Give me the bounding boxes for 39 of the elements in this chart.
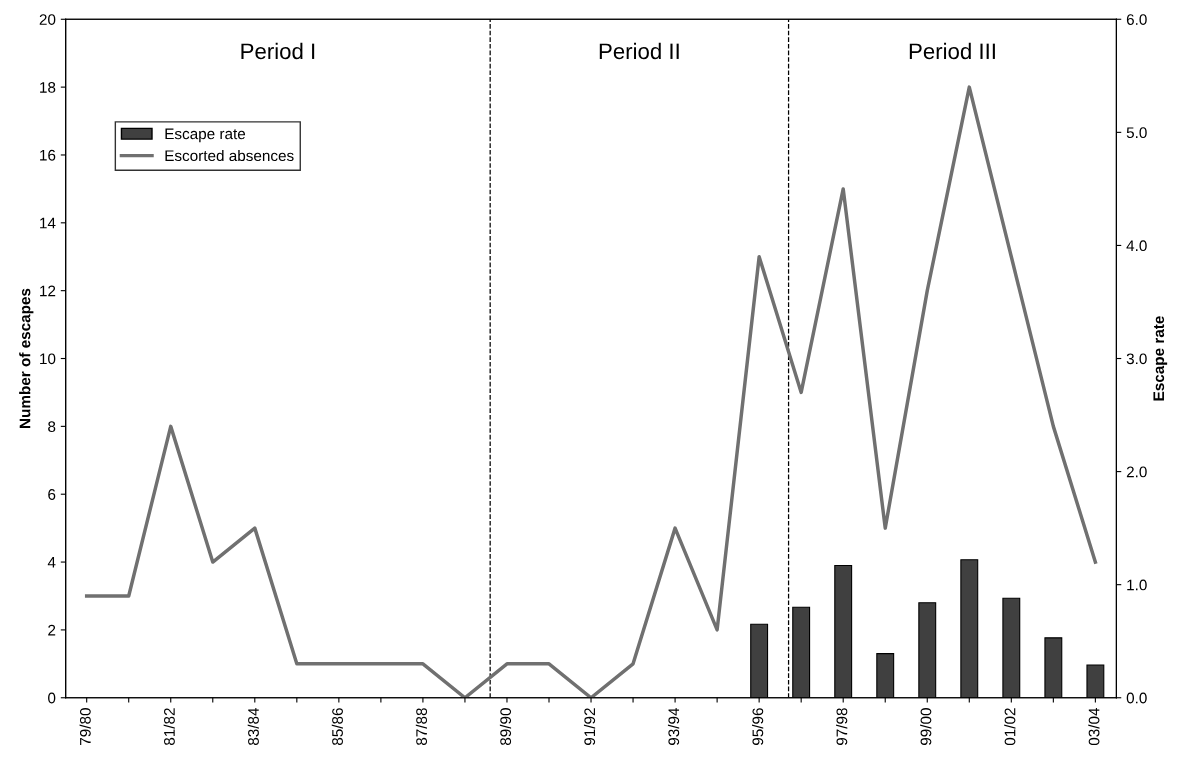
y2-tick-label: 1.0 [1127, 579, 1147, 591]
y-tick-label: 14 [40, 217, 56, 229]
y2-tick-label: 6.0 [1126, 14, 1147, 25]
y-tick-label: 8 [48, 421, 56, 433]
legend-label: Escape rate [165, 128, 246, 143]
x-tick-label: 03/04 [1088, 707, 1100, 746]
y-tick-label: 20 [39, 14, 56, 25]
x-tick-label: 85/86 [331, 708, 343, 746]
x-tick-label: 83/84 [247, 707, 259, 746]
y-tick-label: 6 [48, 489, 56, 500]
x-tick-label: 95/96 [752, 708, 764, 745]
x-tick-label: 79/80 [79, 708, 91, 745]
x-tick-label: 97/98 [836, 708, 848, 745]
y-tick-label: 16 [40, 149, 56, 161]
x-tick-label: 87/88 [415, 708, 428, 746]
y2-tick-label: 0.0 [1126, 692, 1147, 704]
x-tick-label: 89/90 [499, 708, 512, 746]
annotation: Period I [241, 42, 315, 60]
y2-tick-label: 3.0 [1126, 353, 1147, 365]
y-axis-title: Number of escapes [19, 288, 34, 428]
y2-tick-label: 5.0 [1126, 127, 1147, 139]
line-series [84, 85, 1098, 698]
y2-axis-title: Escape rate [1153, 316, 1168, 401]
y2-tick-label: 4.0 [1126, 240, 1147, 252]
x-tick-label: 81/82 [163, 708, 175, 746]
y-tick-label: 12 [40, 285, 56, 297]
x-tick-label: 93/94 [667, 707, 680, 745]
x-tick-label: 91/92 [583, 708, 596, 745]
x-tick-label: 99/00 [920, 708, 932, 745]
y-tick-label: 18 [40, 81, 56, 93]
annotation: Period III [909, 42, 995, 60]
annotation: Period II [599, 42, 679, 60]
y2-tick-label: 2.0 [1126, 466, 1147, 478]
y-tick-label: 4 [47, 557, 56, 568]
y-tick-label: 0 [48, 692, 56, 704]
y-tick-label: 2 [48, 624, 56, 636]
x-tick-label: 01/02 [1004, 708, 1016, 746]
y-tick-label: 10 [40, 353, 56, 365]
legend-label: Escorted absences [165, 149, 294, 162]
